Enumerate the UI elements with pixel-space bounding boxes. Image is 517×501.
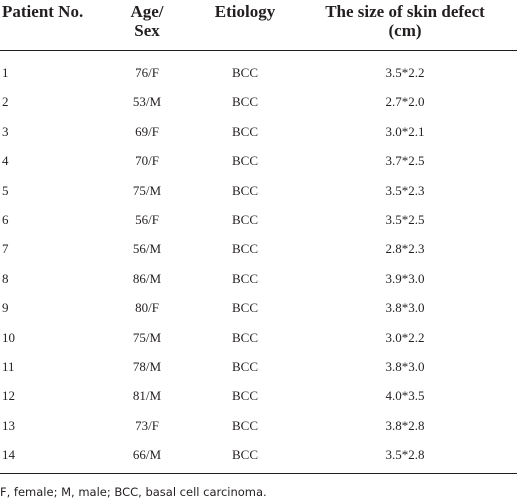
cell: 56/F: [135, 212, 159, 227]
cell: 3.8*2.8: [385, 417, 425, 433]
cell: BCC: [231, 182, 258, 198]
cell: 81/M: [132, 388, 162, 404]
cell: BCC: [231, 241, 258, 257]
cell: 1: [2, 65, 9, 80]
cell: 70/F: [135, 153, 159, 169]
cell: BCC: [231, 359, 258, 374]
cell: BCC: [231, 270, 258, 286]
cell: 3.5*2.5: [385, 212, 425, 227]
cell: 4: [2, 153, 9, 169]
header-cell: (cm): [388, 21, 422, 40]
header-rule: [0, 50, 517, 51]
cell: 76/F: [135, 65, 159, 80]
cell: BCC: [231, 417, 258, 433]
cell: BCC: [231, 212, 258, 227]
cell: 75/M: [132, 182, 162, 198]
cell: 2.7*2.0: [385, 94, 425, 110]
cell: 2: [2, 94, 9, 110]
footnote: F, female; M, male; BCC, basal cell carc…: [0, 485, 267, 499]
cell: 75/M: [132, 329, 162, 345]
cell: 8: [2, 270, 9, 286]
cell: 3.5*2.3: [385, 182, 425, 198]
cell: 3.0*2.2: [385, 329, 425, 345]
header-cell: Patient No.: [2, 2, 84, 21]
cell: 3.8*3.0: [385, 300, 425, 316]
cell: 3.7*2.5: [385, 153, 425, 169]
bottom-rule: [0, 473, 517, 474]
cell: 12: [2, 388, 15, 404]
header-cell: Age/: [130, 2, 164, 21]
cell: 3.9*3.0: [385, 270, 425, 286]
cell: 5: [2, 182, 9, 198]
cell: 4.0*3.5: [385, 388, 425, 404]
cell: 66/M: [132, 447, 162, 463]
cell: 86/M: [132, 270, 162, 286]
cell: 7: [2, 241, 9, 257]
cell: 3.5*2.2: [385, 65, 425, 80]
cell: 69/F: [135, 123, 159, 139]
header-cell: Sex: [134, 21, 160, 40]
header-cell: The size of skin defect: [325, 2, 485, 21]
cell: 73/F: [135, 417, 159, 433]
cell: 3.8*3.0: [385, 359, 425, 374]
cell: BCC: [231, 447, 258, 463]
cell: 56/M: [132, 241, 162, 257]
cell: 11: [2, 359, 15, 374]
cell: BCC: [231, 300, 258, 316]
cell: 13: [2, 417, 15, 433]
cell: 6: [2, 212, 9, 227]
cell: 3.5*2.8: [385, 447, 425, 463]
cell: 3: [2, 123, 9, 139]
cell: BCC: [231, 123, 258, 139]
cell: 78/M: [132, 359, 162, 374]
cell: 9: [2, 300, 9, 316]
cell: 14: [2, 447, 15, 463]
cell: BCC: [231, 94, 258, 110]
header-cell: Etiology: [214, 2, 276, 21]
cell: 53/M: [132, 94, 162, 110]
cell: BCC: [231, 153, 258, 169]
cell: BCC: [231, 329, 258, 345]
cell: 80/F: [135, 300, 159, 316]
cell: 2.8*2.3: [385, 241, 425, 257]
cell: 3.0*2.1: [385, 123, 425, 139]
cell: BCC: [231, 65, 258, 80]
cell: 10: [2, 329, 15, 345]
cell: BCC: [231, 388, 258, 404]
